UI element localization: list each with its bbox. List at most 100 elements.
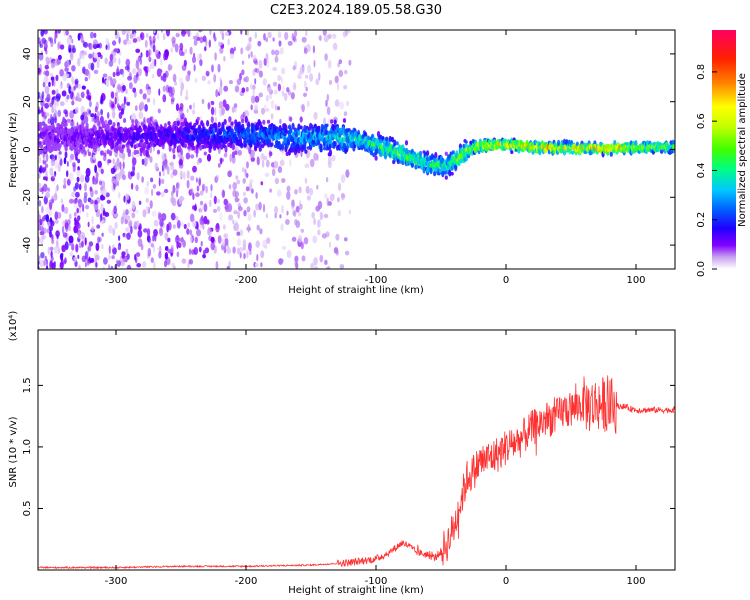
spectrogram-cell bbox=[140, 52, 143, 58]
spectrogram-cell bbox=[60, 255, 64, 261]
spectrogram-cell bbox=[290, 92, 295, 100]
spectrogram-cell bbox=[81, 234, 85, 242]
spectrogram-cell bbox=[55, 74, 59, 82]
spectrogram-cell bbox=[38, 255, 41, 261]
spectrogram-cell bbox=[38, 141, 42, 145]
spectrogram-cell bbox=[39, 144, 44, 149]
y-tick-label: 20 bbox=[22, 95, 33, 108]
spectrogram-cell bbox=[122, 232, 128, 238]
spectrogram-cell bbox=[240, 142, 244, 149]
spectrogram-cell bbox=[156, 191, 161, 196]
spectrogram-cell bbox=[89, 186, 93, 192]
spectrogram-cell bbox=[125, 88, 128, 94]
x-tick-label: 100 bbox=[626, 275, 645, 286]
spectrogram-cell bbox=[73, 256, 78, 263]
spectrogram-cell bbox=[110, 265, 114, 269]
spectrogram-cell bbox=[196, 160, 200, 165]
spectrogram-cell bbox=[236, 78, 242, 86]
spectrogram-cell bbox=[69, 158, 72, 163]
spectrogram-cell bbox=[113, 48, 119, 53]
spectrogram-cell bbox=[286, 210, 289, 216]
spectrogram-cell bbox=[120, 147, 124, 154]
spectrogram-cell bbox=[62, 232, 68, 238]
spectrogram-cell bbox=[54, 246, 58, 254]
spectrogram-cell bbox=[122, 209, 127, 215]
spectrogram-cell bbox=[175, 32, 180, 38]
spectrogram-cell bbox=[52, 102, 57, 111]
spectrogram-cell bbox=[249, 144, 253, 148]
y-tick-label: 0.5 bbox=[22, 501, 33, 517]
spectrogram-cell bbox=[150, 43, 154, 49]
spectrogram-cell bbox=[187, 145, 191, 150]
spectrogram-cell bbox=[45, 112, 50, 117]
spectrogram-cell bbox=[270, 113, 274, 120]
spectrogram-cell bbox=[250, 51, 253, 58]
spectrogram-cell bbox=[235, 175, 239, 180]
spectrogram-cell bbox=[51, 154, 55, 160]
spectrogram-cell bbox=[71, 65, 76, 72]
spectrogram-cell bbox=[228, 116, 232, 121]
spectrogram-cell bbox=[112, 244, 115, 249]
spectrogram-cell bbox=[395, 141, 399, 146]
spectrogram-cell bbox=[317, 219, 321, 228]
spectrogram-cell bbox=[255, 240, 260, 248]
snr-x-axis-label: Height of straight line (km) bbox=[288, 585, 424, 596]
spectrogram-cell bbox=[118, 36, 121, 44]
spectrogram-cell bbox=[313, 111, 318, 120]
spectrogram-cell bbox=[239, 229, 244, 237]
spectrogram-cell bbox=[252, 130, 256, 137]
spectrogram-cell bbox=[61, 90, 67, 97]
spectrogram-cell bbox=[324, 259, 328, 265]
spectrogram-cell bbox=[164, 51, 169, 61]
spectrogram-cell bbox=[265, 213, 268, 219]
spectrogram-cell bbox=[89, 31, 94, 39]
spectrogram-cell bbox=[217, 235, 222, 244]
spectrogram-cell bbox=[92, 179, 98, 185]
spectrogram-cell bbox=[273, 89, 278, 95]
spectrogram-cell bbox=[119, 161, 122, 170]
spectrogram-cell bbox=[258, 92, 263, 98]
spectrogram-cell bbox=[120, 108, 125, 115]
spectrogram-cell bbox=[222, 142, 226, 149]
spectrogram-cell bbox=[95, 262, 98, 268]
spectrogram-cell bbox=[189, 213, 195, 223]
spectrogram-cell bbox=[126, 148, 130, 153]
spectrogram-cell bbox=[120, 127, 124, 134]
spectrogram-cell bbox=[69, 153, 75, 161]
spectrogram-cell bbox=[291, 199, 295, 208]
spectrogram-cell bbox=[282, 85, 285, 92]
spectrogram-cell bbox=[491, 145, 495, 152]
spectrogram-cell bbox=[106, 199, 112, 204]
spectrogram-cell bbox=[464, 140, 468, 144]
spectrogram-cell bbox=[83, 191, 88, 198]
spectrogram-cell bbox=[305, 86, 308, 92]
spectrogram-cell bbox=[112, 247, 117, 255]
spectrogram-cell bbox=[51, 123, 55, 130]
spectrogram-cell bbox=[167, 121, 171, 126]
spectrogram-cell bbox=[266, 59, 270, 69]
spectrogram-cell bbox=[153, 143, 157, 147]
spectrogram-cell bbox=[281, 245, 287, 250]
spectrogram-cell bbox=[261, 159, 265, 168]
spectrogram-cell bbox=[314, 266, 318, 269]
spectrogram-cell bbox=[146, 88, 152, 96]
spectrogram-cell bbox=[246, 252, 249, 259]
spectrogram-cell bbox=[226, 247, 231, 255]
spectrogram-cell bbox=[100, 54, 103, 60]
spectrogram-cell bbox=[52, 96, 57, 101]
spectrogram-cell bbox=[41, 90, 45, 100]
spectrogram-cell bbox=[287, 40, 293, 46]
spectrogram-cell bbox=[327, 59, 332, 69]
spectrogram-cell bbox=[77, 57, 81, 67]
spectrogram-cell bbox=[186, 108, 189, 113]
spectrogram-cell bbox=[219, 212, 223, 222]
spectrogram-cell bbox=[277, 166, 283, 173]
y-tick-label: 0 bbox=[22, 146, 33, 152]
spectrogram-cell bbox=[179, 170, 184, 179]
spectrogram-cell bbox=[126, 253, 130, 260]
spectrogram-cell bbox=[233, 103, 238, 109]
spectrogram-cell bbox=[202, 126, 206, 132]
spectrogram-cell bbox=[206, 153, 212, 162]
spectrogram-cell bbox=[39, 259, 44, 268]
spectrogram-cell bbox=[303, 37, 307, 43]
